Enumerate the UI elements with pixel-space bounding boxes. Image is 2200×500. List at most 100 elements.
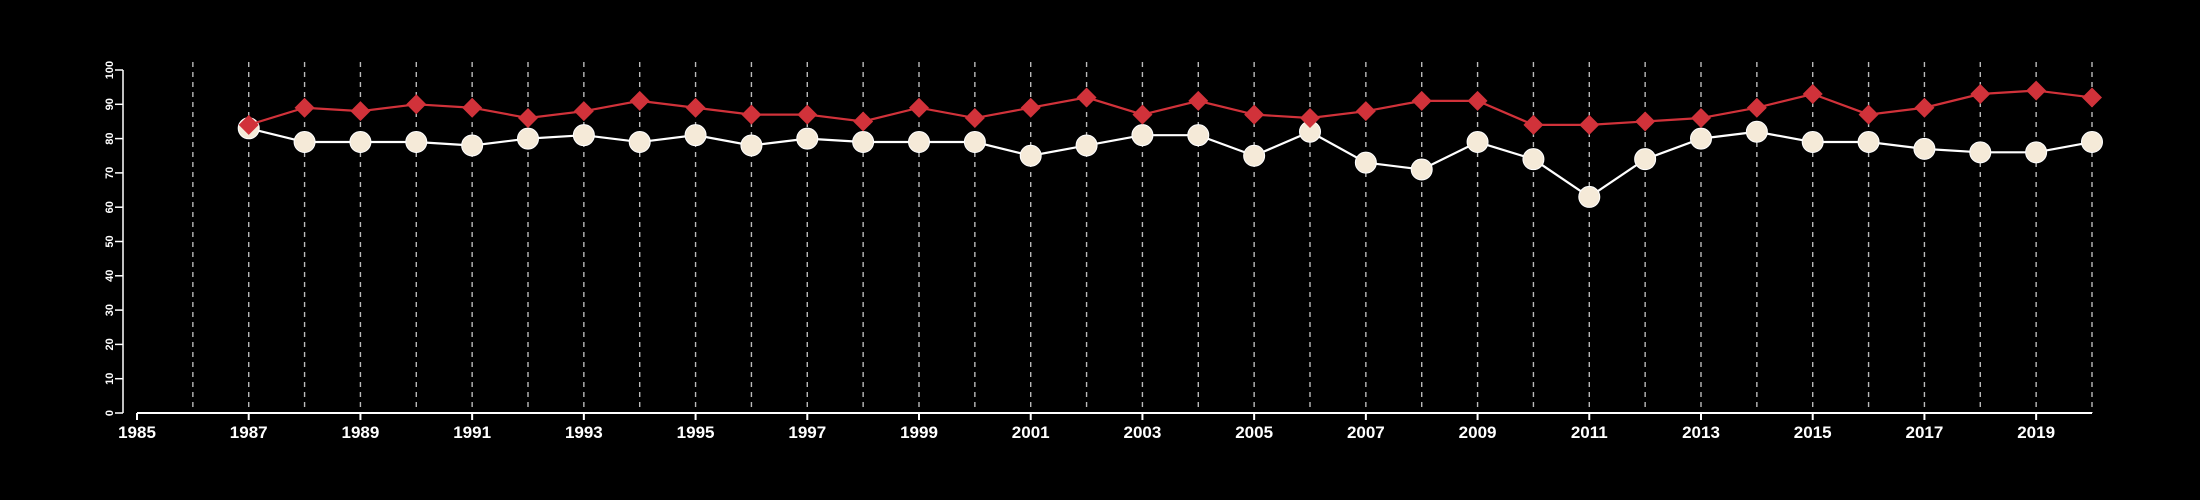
x-tick-label-2017: 2017 [1906, 423, 1944, 442]
series-1-point-2009 [1467, 90, 1488, 111]
series-1-point-2014 [1746, 97, 1767, 118]
series-2-point-2009 [1466, 131, 1489, 154]
series-1-point-1998 [853, 111, 874, 132]
series-1-point-2000 [964, 108, 985, 129]
series-1-point-2001 [1020, 97, 1041, 118]
x-tick-label-2011: 2011 [1571, 423, 1608, 442]
series-2-point-1988 [293, 131, 316, 154]
series-2-point-2010 [1522, 148, 1545, 171]
series-1-point-2012 [1635, 111, 1656, 132]
series-2-point-2008 [1410, 158, 1433, 181]
series-2-point-1991 [461, 134, 484, 157]
series-1-point-2006 [1300, 108, 1320, 129]
y-tick-label-70: 70 [104, 167, 116, 179]
series-2-point-2013 [1690, 127, 1712, 150]
series-1-point-1997 [797, 104, 818, 125]
series-2-point-2018 [1969, 141, 1992, 164]
series-1-point-2005 [1244, 104, 1265, 125]
y-tick-label-80: 80 [104, 132, 116, 144]
series-1-point-2010 [1523, 114, 1544, 135]
y-tick-label-30: 30 [104, 304, 116, 316]
series-2-point-1994 [628, 131, 651, 154]
series-2-point-1989 [349, 131, 372, 154]
x-tick-label-2019: 2019 [2017, 423, 2055, 442]
x-tick-label-2005: 2005 [1235, 423, 1273, 442]
x-tick-label-2013: 2013 [1682, 423, 1720, 442]
series-2-point-2011 [1578, 185, 1601, 208]
y-tick-label-20: 20 [104, 338, 116, 350]
x-tick-label-1999: 1999 [900, 423, 938, 442]
x-tick-label-2007: 2007 [1347, 423, 1385, 442]
y-tick-label-100: 100 [104, 61, 116, 79]
series-2-point-1992 [517, 127, 539, 150]
y-tick-label-10: 10 [104, 373, 116, 385]
series-1-point-2008 [1411, 90, 1432, 111]
series-1-point-1995 [685, 97, 706, 118]
series-2-point-2003 [1131, 124, 1154, 147]
series-2-line [248, 127, 2093, 199]
series-2-point-2002 [1075, 134, 1098, 157]
y-tick-label-90: 90 [104, 98, 116, 110]
series-1-point-2015 [1802, 84, 1823, 105]
series-1-point-1991 [462, 97, 483, 118]
grid-lines [192, 62, 2093, 413]
series-2-point-2004 [1187, 124, 1210, 147]
series-2-point-1995 [684, 124, 707, 147]
series-1-point-2011 [1579, 114, 1600, 135]
x-tick-label-1997: 1997 [788, 423, 826, 442]
series-2-point-1997 [796, 127, 819, 150]
series-2-point-1990 [405, 131, 428, 154]
series-2-point-1993 [572, 124, 595, 147]
series-1-point-1999 [909, 97, 929, 118]
series-1-point-1990 [406, 94, 427, 115]
series-1-point-2019 [2026, 80, 2047, 101]
series-layer [237, 80, 2103, 208]
series-1-point-1993 [573, 101, 594, 122]
series-2-point-2014 [1745, 120, 1768, 143]
series-1-point-2002 [1076, 87, 1097, 108]
series-1-point-2003 [1132, 104, 1153, 125]
series-1-point-1994 [629, 90, 650, 111]
series-1-point-1996 [741, 104, 762, 125]
x-tick-label-1995: 1995 [677, 423, 715, 442]
series-1-point-2020 [2082, 87, 2102, 108]
series-2-point-2017 [1913, 137, 1936, 160]
series-1-point-2004 [1188, 90, 1209, 111]
series-1-line [248, 89, 2093, 126]
x-tick-label-1991: 1991 [453, 423, 491, 442]
series-2-point-2015 [1801, 131, 1824, 154]
y-tick-label-60: 60 [104, 201, 116, 213]
series-2-point-2005 [1243, 144, 1266, 167]
series-1-point-2018 [1970, 84, 1991, 105]
x-tick-label-1985: 1985 [118, 423, 156, 442]
series-1-point-1992 [518, 108, 538, 129]
series-2-point-1996 [740, 134, 763, 157]
x-tick-label-1989: 1989 [342, 423, 380, 442]
series-2 [237, 117, 2103, 208]
series-1-point-1989 [350, 101, 371, 122]
x-tick-label-2001: 2001 [1012, 423, 1050, 442]
y-tick-label-0: 0 [104, 410, 116, 416]
y-tick-label-50: 50 [104, 235, 116, 247]
series-1 [238, 80, 2102, 135]
series-1-point-1987 [238, 114, 259, 135]
x-tick-label-2009: 2009 [1459, 423, 1497, 442]
series-1-point-2013 [1691, 108, 1711, 129]
series-2-point-2001 [1019, 144, 1042, 167]
x-tick-label-1987: 1987 [230, 423, 268, 442]
series-2-point-1998 [852, 131, 875, 154]
x-tick-label-1993: 1993 [565, 423, 603, 442]
series-2-point-1999 [908, 131, 930, 154]
series-1-point-1988 [294, 97, 315, 118]
series-1-point-2016 [1858, 104, 1879, 125]
series-2-point-2007 [1354, 151, 1377, 174]
series-1-point-2017 [1914, 97, 1935, 118]
series-2-point-2019 [2025, 141, 2048, 164]
series-2-point-2016 [1857, 131, 1880, 154]
series-1-point-2007 [1355, 101, 1376, 122]
series-2-point-2012 [1634, 148, 1657, 171]
series-2-point-2000 [963, 131, 986, 154]
axes: 1985 1987 1989 1991 1993 1995 1997 1999 2001 2003… [104, 61, 2092, 442]
x-tick-label-2003: 2003 [1124, 423, 1162, 442]
